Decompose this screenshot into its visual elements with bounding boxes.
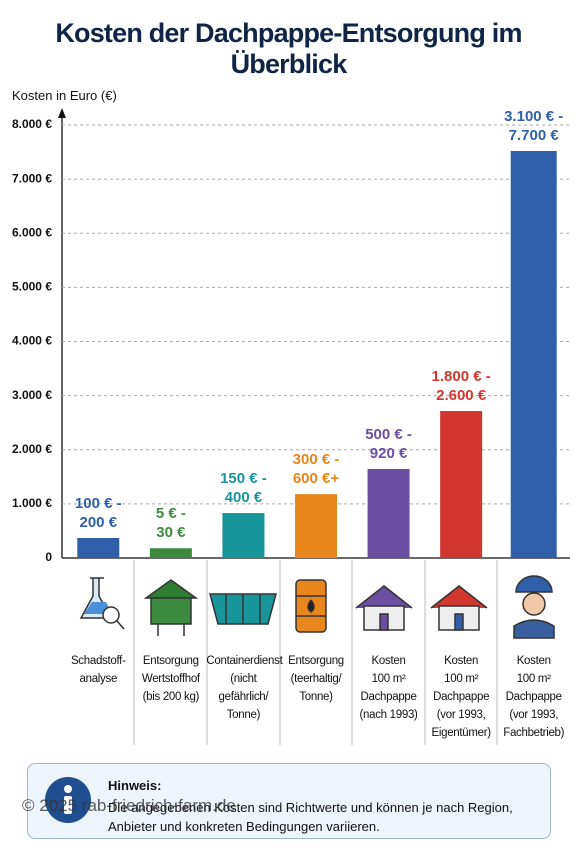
y-tick-label: 4.000 € <box>12 334 52 348</box>
info-icon <box>45 777 91 823</box>
y-tick-label: 2.000 € <box>12 442 52 456</box>
range-label: 3.100 € - 7.700 € <box>504 107 564 144</box>
y-axis-label: Kosten in Euro (€) <box>12 88 117 103</box>
bar <box>77 537 120 558</box>
x-tick-label: Containerdienst (nicht gefährlich/ Tonne… <box>206 655 283 721</box>
dividers <box>133 560 498 745</box>
note-title: Hinweis: <box>108 778 162 793</box>
range-label: 300 € - 600 €+ <box>292 451 340 488</box>
y-tick-label: 5.000 € <box>12 280 52 294</box>
bar <box>295 494 337 558</box>
range-label: 100 € - 200 € <box>74 494 122 531</box>
x-tick-label: Entsorgung Wertstoffhof (bis 200 kg) <box>141 655 200 703</box>
range-label: 1.800 € - 2.600 € <box>431 368 491 405</box>
x-tick-label: Kosten 100 m² Dachpappe (nach 1993) <box>359 655 418 721</box>
x-tick-label: Schadstoff- analyse <box>70 655 126 685</box>
icons <box>79 575 555 639</box>
range-label: 5 € - 30 € <box>155 505 186 542</box>
y-tick-label: 3.000 € <box>12 388 52 402</box>
bar <box>149 548 192 558</box>
range-label: 150 € - 400 € <box>220 470 267 507</box>
bar <box>367 468 410 558</box>
y-tick-label: 1.000 € <box>12 496 52 510</box>
y-tick-label: 8.000 € <box>12 117 52 131</box>
chart-title: Kosten der Dachpappe-Entsorgung im Überb… <box>55 18 522 79</box>
note-text: Die angegebenen Kosten sind Richtwerte u… <box>108 800 513 834</box>
axis-arrow <box>58 108 66 118</box>
range-label: 500 € - 920 € <box>365 425 412 462</box>
bar <box>222 513 265 558</box>
y-tick-label: 0 <box>45 550 52 564</box>
x-tick-label: Kosten 100 m² Dachpappe (vor 1993, Eigen… <box>431 655 491 739</box>
x-tick-label: Entsorgung (teerhaltig/ Tonne) <box>288 655 344 703</box>
bar <box>510 150 557 559</box>
watermark: © 2025 rab-friedrich-farm.de <box>22 796 236 815</box>
y-tick-label: 6.000 € <box>12 225 52 239</box>
y-tick-label: 7.000 € <box>12 171 52 185</box>
x-tick-label: Kosten 100 m² Dachpappe (vor 1993, Fachb… <box>503 655 565 739</box>
bar <box>440 411 483 558</box>
note-box: Hinweis: Die angegebenen Kosten sind Ric… <box>27 763 551 839</box>
